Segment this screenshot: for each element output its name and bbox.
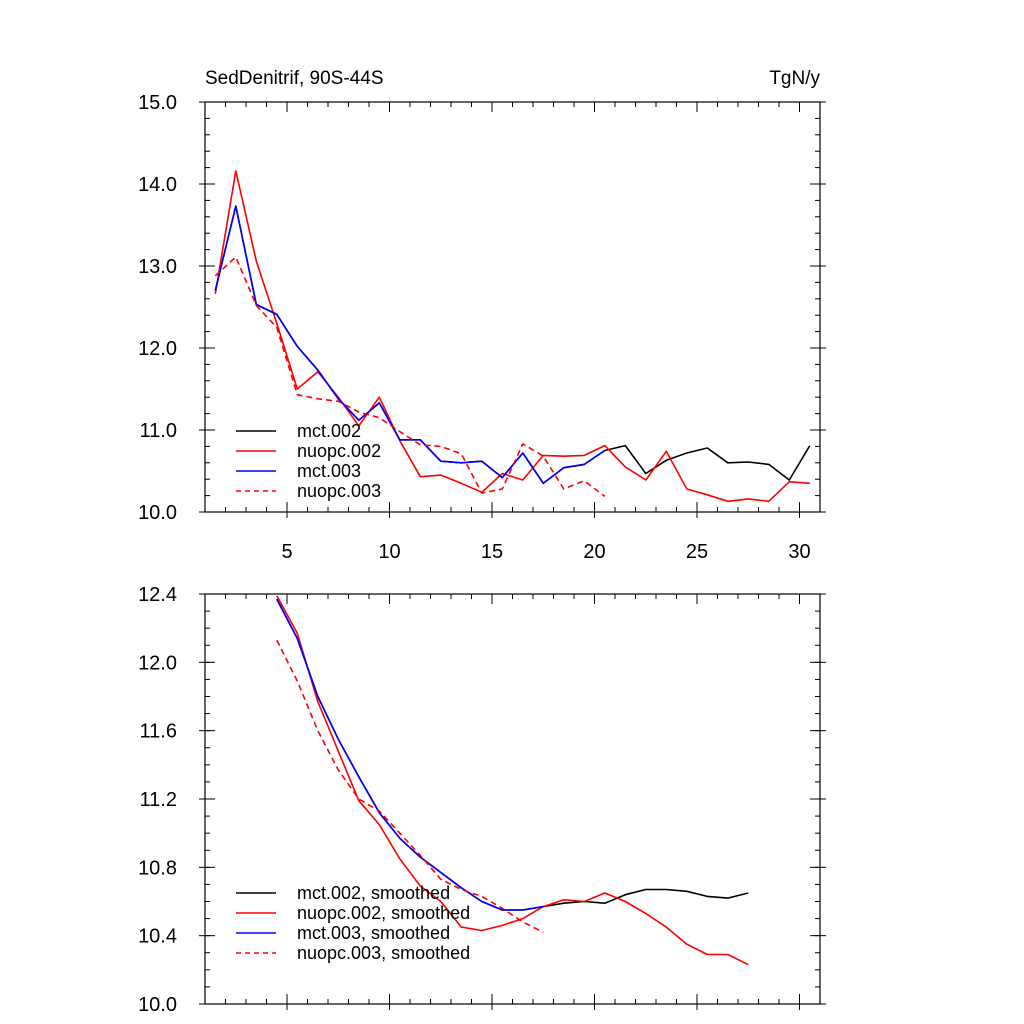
y-tick-label: 10.0 xyxy=(138,502,177,524)
top-panel-sed-denitrif: SedDenitrif, 90S-44S TgN/y 10.0 11.0 12.0 13.… xyxy=(138,68,826,563)
y-tick-label: 15.0 xyxy=(138,92,177,114)
legend-label: nuopc.003, smoothed xyxy=(297,943,470,963)
series-line-nuopc-002 xyxy=(214,170,810,503)
chart-units: TgN/y xyxy=(769,68,820,89)
x-tick-label: 30 xyxy=(788,541,810,563)
y-tick-label: 10.4 xyxy=(138,926,177,948)
y-tick-label: 11.6 xyxy=(140,721,177,743)
x-tick-label: 15 xyxy=(481,541,503,563)
legend-label: nuopc.002, smoothed xyxy=(297,903,470,923)
y-tick-label: 10.8 xyxy=(138,857,177,879)
legend-label: mct.003 xyxy=(297,461,361,481)
series-line-mct-003-smoothed xyxy=(276,598,544,911)
x-tick-label: 20 xyxy=(583,541,605,563)
y-tick-label: 11.2 xyxy=(140,789,177,811)
series-line-nuopc-002-smoothed xyxy=(276,595,749,966)
y-tick-label: 11.0 xyxy=(140,420,177,442)
bottom-panel-smoothed: 10.0 10.4 10.8 11.2 11.6 12.0 12.4 mct.002, smo… xyxy=(138,584,826,1016)
legend-label: nuopc.002 xyxy=(297,441,381,461)
x-tick-label: 5 xyxy=(281,541,292,563)
y-tick-label: 12.0 xyxy=(138,652,177,674)
y-tick-label: 12.0 xyxy=(138,338,177,360)
y-tick-label: 10.0 xyxy=(138,994,177,1016)
plot-frame xyxy=(204,593,821,1005)
plot-frame xyxy=(204,101,821,513)
y-tick-label: 14.0 xyxy=(138,174,177,196)
series-line-nuopc-003 xyxy=(214,256,606,498)
y-tick-label: 12.4 xyxy=(138,584,177,606)
series-line-mct-003 xyxy=(214,205,606,485)
x-tick-label: 10 xyxy=(378,541,400,563)
chart-title: SedDenitrif, 90S-44S xyxy=(205,68,384,89)
legend-label: nuopc.003 xyxy=(297,481,381,501)
legend-label: mct.002, smoothed xyxy=(297,883,450,903)
legend-label: mct.003, smoothed xyxy=(297,923,450,943)
x-tick-label: 25 xyxy=(686,541,708,563)
y-tick-label: 13.0 xyxy=(138,256,177,278)
legend-label: mct.002 xyxy=(297,421,361,441)
